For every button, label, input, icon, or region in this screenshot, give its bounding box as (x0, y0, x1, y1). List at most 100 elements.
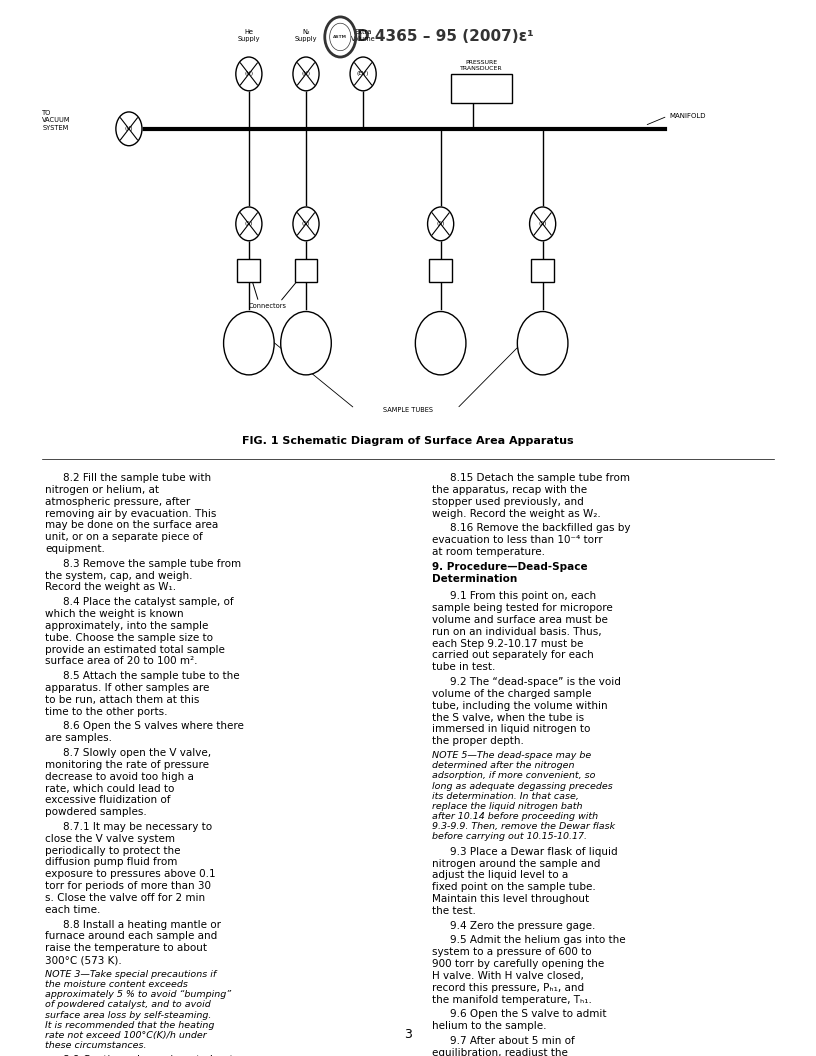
Text: H valve. With H valve closed,: H valve. With H valve closed, (432, 970, 584, 981)
Text: periodically to protect the: periodically to protect the (45, 846, 180, 855)
Text: (N): (N) (301, 72, 311, 76)
Text: helium to the sample.: helium to the sample. (432, 1021, 547, 1031)
Ellipse shape (415, 312, 466, 375)
Text: TO
VACUUM
SYSTEM: TO VACUUM SYSTEM (42, 110, 71, 131)
Text: before carrying out 10.15-10.17.: before carrying out 10.15-10.17. (432, 832, 588, 842)
Text: powdered samples.: powdered samples. (45, 807, 147, 817)
Text: 8.7.1 It may be necessary to: 8.7.1 It may be necessary to (63, 822, 212, 832)
Text: excessive fluidization of: excessive fluidization of (45, 795, 171, 806)
Text: D 4365 – 95 (2007)ε¹: D 4365 – 95 (2007)ε¹ (357, 30, 534, 44)
Text: its determination. In that case,: its determination. In that case, (432, 792, 579, 800)
Text: 8.7 Slowly open the V valve,: 8.7 Slowly open the V valve, (63, 748, 211, 758)
Text: NOTE 3—Take special precautions if: NOTE 3—Take special precautions if (45, 969, 216, 979)
Text: adjust the liquid level to a: adjust the liquid level to a (432, 870, 569, 881)
Text: fixed point on the sample tube.: fixed point on the sample tube. (432, 882, 596, 892)
Text: approximately, into the sample: approximately, into the sample (45, 621, 208, 630)
Text: (V): (V) (125, 127, 133, 131)
Text: these circumstances.: these circumstances. (45, 1041, 146, 1050)
Text: at room temperature.: at room temperature. (432, 547, 545, 557)
Text: evacuation to less than 10⁻⁴ torr: evacuation to less than 10⁻⁴ torr (432, 535, 603, 545)
Text: each Step 9.2-10.17 must be: each Step 9.2-10.17 must be (432, 639, 584, 648)
Text: 300°C (573 K).: 300°C (573 K). (45, 955, 122, 965)
Text: to be run, attach them at this: to be run, attach them at this (45, 695, 199, 704)
Text: MANIFOLD: MANIFOLD (669, 113, 706, 119)
Text: 8.4 Place the catalyst sample, of: 8.4 Place the catalyst sample, of (63, 598, 233, 607)
Text: nitrogen or helium, at: nitrogen or helium, at (45, 485, 159, 495)
Text: approximately 5 % to avoid “bumping”: approximately 5 % to avoid “bumping” (45, 991, 231, 999)
Bar (237, 259, 260, 282)
Text: 3: 3 (404, 1029, 412, 1041)
Text: may be done on the surface area: may be done on the surface area (45, 521, 218, 530)
Text: stopper used previously, and: stopper used previously, and (432, 496, 584, 507)
Text: 8.5 Attach the sample tube to the: 8.5 Attach the sample tube to the (63, 672, 239, 681)
Text: surface area loss by self-steaming.: surface area loss by self-steaming. (45, 1011, 211, 1019)
Text: the manifold temperature, Tₕ₁.: the manifold temperature, Tₕ₁. (432, 995, 592, 1004)
Text: (S): (S) (437, 222, 445, 226)
Text: carried out separately for each: carried out separately for each (432, 650, 594, 660)
Bar (429, 259, 452, 282)
Text: equilibration, readjust the: equilibration, readjust the (432, 1048, 569, 1056)
Text: 9.3-9.9. Then, remove the Dewar flask: 9.3-9.9. Then, remove the Dewar flask (432, 823, 615, 831)
Text: the proper depth.: the proper depth. (432, 736, 525, 747)
Ellipse shape (517, 312, 568, 375)
Text: of powdered catalyst, and to avoid: of powdered catalyst, and to avoid (45, 1000, 211, 1010)
Circle shape (236, 207, 262, 241)
Text: (EV): (EV) (357, 72, 370, 76)
Text: long as adequate degassing precedes: long as adequate degassing precedes (432, 781, 614, 791)
Text: equipment.: equipment. (45, 544, 104, 554)
Text: torr for periods of more than 30: torr for periods of more than 30 (45, 881, 211, 891)
Text: 8.16 Remove the backfilled gas by: 8.16 Remove the backfilled gas by (450, 524, 631, 533)
Text: close the V valve system: close the V valve system (45, 834, 175, 844)
Text: replace the liquid nitrogen bath: replace the liquid nitrogen bath (432, 802, 583, 811)
Text: (S): (S) (245, 222, 253, 226)
Text: 900 torr by carefully opening the: 900 torr by carefully opening the (432, 959, 605, 969)
Ellipse shape (281, 312, 331, 375)
Text: tube in test.: tube in test. (432, 662, 496, 673)
Bar (450, 74, 512, 103)
Text: 9. Procedure—Dead-Space: 9. Procedure—Dead-Space (432, 562, 588, 571)
Text: removing air by evacuation. This: removing air by evacuation. This (45, 509, 216, 518)
Text: s. Close the valve off for 2 min: s. Close the valve off for 2 min (45, 893, 205, 903)
Text: the system, cap, and weigh.: the system, cap, and weigh. (45, 570, 193, 581)
Text: SAMPLE TUBES: SAMPLE TUBES (383, 407, 433, 413)
Text: determined after the nitrogen: determined after the nitrogen (432, 761, 575, 770)
Text: the test.: the test. (432, 906, 477, 916)
Text: 8.15 Detach the sample tube from: 8.15 Detach the sample tube from (450, 473, 631, 483)
Text: 8.8 Install a heating mantle or: 8.8 Install a heating mantle or (63, 920, 221, 929)
Text: 8.3 Remove the sample tube from: 8.3 Remove the sample tube from (63, 559, 241, 569)
Text: raise the temperature to about: raise the temperature to about (45, 943, 207, 954)
Text: Extra
Volume: Extra Volume (351, 30, 375, 42)
Text: system to a pressure of 600 to: system to a pressure of 600 to (432, 947, 592, 957)
Text: unit, or on a separate piece of: unit, or on a separate piece of (45, 532, 202, 542)
Text: 9.1 From this point on, each: 9.1 From this point on, each (450, 591, 596, 601)
Text: Connectors: Connectors (249, 303, 287, 309)
Text: N₂
Supply: N₂ Supply (295, 30, 317, 42)
Text: 9.3 Place a Dewar flask of liquid: 9.3 Place a Dewar flask of liquid (450, 847, 618, 856)
Circle shape (236, 57, 262, 91)
Bar (531, 259, 554, 282)
Text: (H): (H) (244, 72, 254, 76)
Text: weigh. Record the weight as W₂.: weigh. Record the weight as W₂. (432, 509, 601, 518)
Text: He
Supply: He Supply (237, 30, 260, 42)
Text: exposure to pressures above 0.1: exposure to pressures above 0.1 (45, 869, 215, 880)
Text: nitrogen around the sample and: nitrogen around the sample and (432, 859, 601, 868)
Circle shape (293, 57, 319, 91)
Text: 9.6 Open the S valve to admit: 9.6 Open the S valve to admit (450, 1010, 607, 1019)
Circle shape (428, 207, 454, 241)
Text: (S): (S) (302, 222, 310, 226)
Text: after 10.14 before proceeding with: after 10.14 before proceeding with (432, 812, 599, 822)
Ellipse shape (224, 312, 274, 375)
Text: rate not exceed 100°C(K)/h under: rate not exceed 100°C(K)/h under (45, 1031, 206, 1040)
Text: 8.2 Fill the sample tube with: 8.2 Fill the sample tube with (63, 473, 211, 483)
Text: record this pressure, Pₕ₁, and: record this pressure, Pₕ₁, and (432, 983, 584, 993)
Text: ASTM: ASTM (333, 35, 348, 39)
Text: apparatus. If other samples are: apparatus. If other samples are (45, 683, 209, 693)
Text: diffusion pump fluid from: diffusion pump fluid from (45, 857, 177, 867)
Text: run on an individual basis. Thus,: run on an individual basis. Thus, (432, 627, 602, 637)
Text: FIG. 1 Schematic Diagram of Surface Area Apparatus: FIG. 1 Schematic Diagram of Surface Area… (242, 436, 574, 446)
Text: the S valve, when the tube is: the S valve, when the tube is (432, 713, 584, 722)
Text: provide an estimated total sample: provide an estimated total sample (45, 644, 224, 655)
Text: PRESSURE
TRANSDUCER: PRESSURE TRANSDUCER (460, 60, 503, 71)
Text: 9.7 After about 5 min of: 9.7 After about 5 min of (450, 1036, 575, 1045)
Text: time to the other ports.: time to the other ports. (45, 706, 167, 717)
